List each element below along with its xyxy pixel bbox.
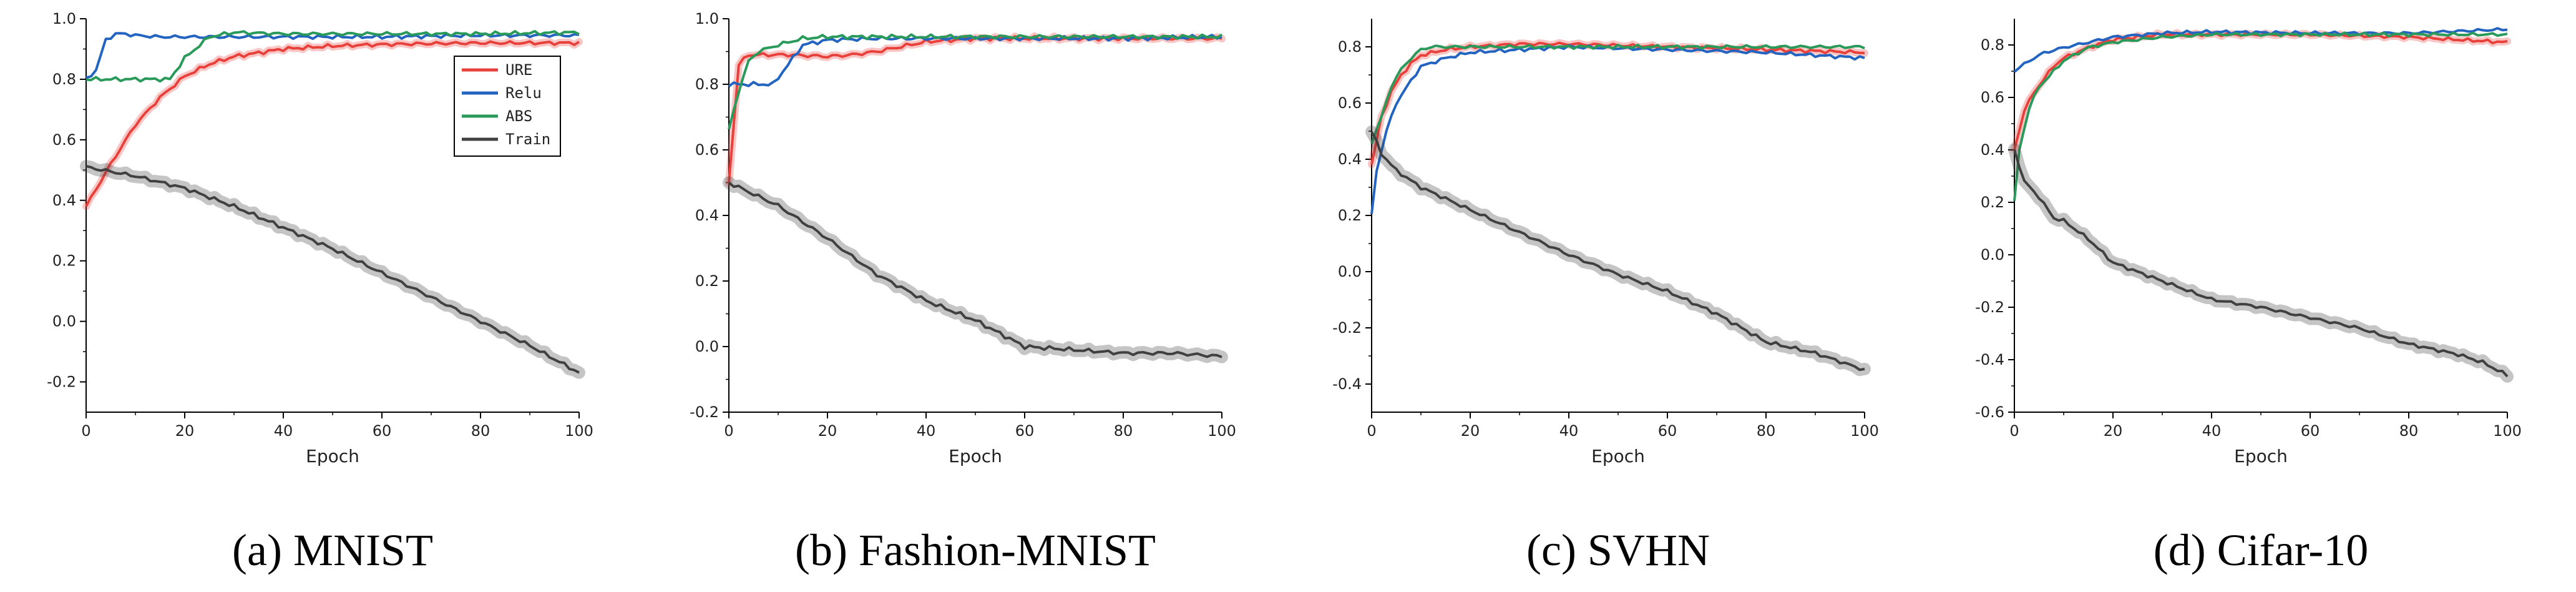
y-tick-label: 0.4 (695, 207, 719, 224)
x-tick-label: 100 (1850, 422, 1879, 440)
chart-caption: (d) Cifar-10 (2154, 525, 2368, 575)
series-line-abs (2013, 31, 2508, 201)
y-tick-label: -0.2 (1975, 298, 2004, 316)
chart-panel-1: 0 20 40 60 80 100 -0.2 0.0 0.2 0.4 0.6 0.8 1.0 Epoch U… (47, 10, 593, 575)
series-line-abs (1370, 43, 1865, 144)
x-tick-label: 100 (1208, 422, 1236, 440)
y-tick-label: 0.0 (1338, 263, 1362, 280)
y-tick-label: 0.8 (1338, 38, 1362, 56)
series-line-ure (85, 40, 580, 207)
legend: URE Relu ABS Train (454, 56, 561, 157)
x-axis-title: Epoch (949, 446, 1002, 466)
series-line-train (2013, 149, 2509, 378)
y-tick-label: 0.6 (695, 141, 719, 159)
legend-label-abs: ABS (505, 107, 532, 125)
y-tick-label: 0.8 (1981, 36, 2004, 54)
chart-panel-4: 0 20 40 60 80 100 -0.6 -0.4 -0.2 0.0 0.2 0.4 0.6 0.8 E… (1975, 19, 2522, 575)
x-tick-label: 60 (2301, 422, 2320, 440)
x-tick-label: 40 (274, 422, 293, 440)
x-tick-label: 60 (373, 422, 392, 440)
y-tick-label: 0.4 (1338, 150, 1362, 168)
y-tick-label: -0.2 (1332, 319, 1362, 337)
y-tick-label: -0.6 (1975, 403, 2004, 421)
series-band-ure (2011, 29, 2511, 154)
legend-label-relu: Relu (505, 84, 542, 102)
series-line-relu (2013, 27, 2508, 73)
x-tick-label: 20 (2104, 422, 2123, 440)
y-tick-label: 0.8 (695, 76, 719, 93)
series-line-train (1370, 131, 1865, 372)
series-line-abs (85, 29, 580, 83)
series-line-ure (1370, 41, 1865, 165)
y-tick-label: 0.0 (1981, 246, 2004, 264)
x-tick-label: 60 (1658, 422, 1677, 440)
x-tick-label: 60 (1015, 422, 1035, 440)
x-tick-label: 20 (175, 422, 195, 440)
y-tick-label: 1.0 (695, 10, 719, 27)
y-tick-label: 0.6 (1338, 94, 1362, 112)
chart-panel-3: 0 20 40 60 80 100 -0.4 -0.2 0.0 0.2 0.4 0.6 0.8 Epoch… (1332, 19, 1879, 575)
y-tick-label: 1.0 (52, 10, 76, 27)
x-axis-title: Epoch (2234, 446, 2288, 466)
series-band-ure (1368, 39, 1868, 169)
x-tick-label: 80 (1114, 422, 1133, 440)
chart-caption: (a) MNIST (232, 525, 433, 575)
series-line-train (85, 165, 580, 374)
y-tick-label: -0.2 (690, 403, 719, 421)
y-tick-label: -0.4 (1975, 351, 2004, 368)
x-tick-label: 20 (1461, 422, 1480, 440)
y-tick-label: 0.4 (1981, 141, 2004, 159)
x-tick-label: 80 (1757, 422, 1776, 440)
series-band-ure (725, 32, 1226, 187)
y-tick-label: 0.6 (52, 131, 76, 149)
x-tick-label: 0 (724, 422, 733, 440)
y-tick-label: 0.2 (1338, 207, 1362, 224)
y-tick-label: 0.6 (1981, 89, 2004, 106)
y-tick-label: 0.2 (52, 252, 76, 270)
y-tick-label: 0.2 (695, 272, 719, 290)
x-tick-label: 0 (81, 422, 90, 440)
series-band-train (2008, 143, 2514, 383)
legend-label-ure: URE (505, 61, 532, 79)
x-axis-title: Epoch (1591, 446, 1645, 466)
chart-caption: (c) SVHN (1526, 525, 1710, 575)
y-tick-label: 0.4 (52, 192, 76, 209)
chart-caption: (b) Fashion-MNIST (795, 525, 1156, 575)
legend-label-train: Train (505, 131, 550, 148)
x-tick-label: 20 (818, 422, 837, 440)
x-tick-label: 0 (1367, 422, 1376, 440)
x-axis-title: Epoch (306, 446, 359, 466)
y-tick-label: -0.4 (1332, 375, 1362, 393)
x-tick-label: 40 (1559, 422, 1579, 440)
series-band-train (1365, 126, 1871, 377)
x-tick-label: 0 (2009, 422, 2019, 440)
y-tick-label: 0.0 (695, 338, 719, 355)
series-line-relu (1370, 44, 1865, 214)
x-tick-label: 80 (2399, 422, 2419, 440)
x-tick-label: 40 (2202, 422, 2222, 440)
y-tick-label: -0.2 (47, 373, 76, 391)
x-tick-label: 80 (471, 422, 490, 440)
y-tick-label: 0.2 (1981, 194, 2004, 211)
series-line-relu (85, 32, 580, 79)
series-line-abs (728, 33, 1223, 130)
x-tick-label: 40 (917, 422, 936, 440)
x-tick-label: 100 (2493, 422, 2522, 440)
series-band-train (723, 176, 1228, 363)
series-band-train (80, 160, 585, 379)
series-line-relu (728, 34, 1222, 87)
y-tick-label: 0.0 (52, 313, 76, 330)
x-tick-label: 100 (565, 422, 593, 440)
y-tick-label: 0.8 (52, 71, 76, 88)
series-line-train (728, 181, 1222, 358)
chart-panel-2: 0 20 40 60 80 100 -0.2 0.0 0.2 0.4 0.6 0.8 1.0 Epoch (… (690, 10, 1236, 575)
